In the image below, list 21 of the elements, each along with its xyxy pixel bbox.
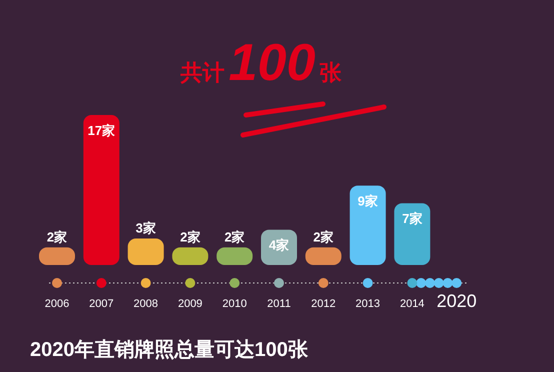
data-label: 2家 (224, 229, 245, 244)
data-label: 2家 (180, 229, 200, 244)
x-tick-label: 2009 (178, 298, 202, 310)
x-tick-label: 2006 (44, 298, 70, 310)
data-label: 2家 (313, 229, 334, 244)
x-tick-label: 2012 (311, 298, 336, 310)
text: 2020年直销牌照总量可达100张 (30, 338, 309, 361)
data-label: 9家 (358, 194, 378, 209)
data-label: 3家 (136, 220, 156, 236)
x-tick-label: 2020 (436, 291, 477, 311)
x-tick-label: 2014 (400, 298, 424, 310)
x-tick-label: 2013 (356, 298, 380, 310)
title: 共计100张 (180, 34, 342, 92)
data-label: 4家 (268, 238, 290, 253)
data-label: 17家 (88, 123, 116, 138)
x-tick-label: 2007 (89, 298, 114, 310)
data-label: 2家 (46, 229, 68, 244)
x-tick-label: 2010 (222, 298, 247, 310)
data-label: 7家 (402, 211, 422, 226)
x-tick-label: 2011 (267, 298, 291, 310)
x-tick-label: 2008 (134, 298, 158, 310)
